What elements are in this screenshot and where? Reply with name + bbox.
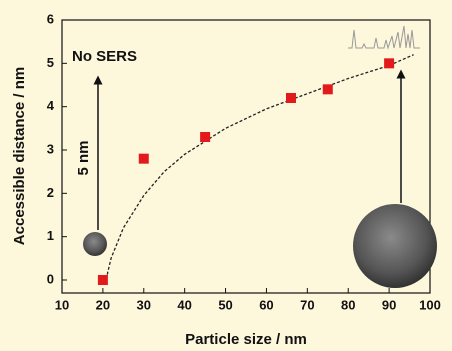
point	[98, 275, 108, 285]
x-tick-label: 100	[419, 297, 441, 312]
y-tick-label: 1	[47, 228, 54, 243]
chart: No SERS 5 nm Particle size / nm Accessib…	[0, 0, 452, 351]
annotation: No SERS	[72, 48, 137, 65]
x-tick-label: 80	[341, 297, 355, 312]
y-tick-label: 4	[47, 98, 55, 113]
x-tick-label: 70	[300, 297, 314, 312]
small-particle	[83, 232, 107, 256]
x-tick-label: 40	[177, 297, 191, 312]
point	[323, 84, 333, 94]
annotation: 5 nm	[75, 140, 92, 175]
point	[384, 58, 394, 68]
x-tick-label: 90	[382, 297, 396, 312]
spectrum-inset	[348, 26, 420, 48]
page: No SERS 5 nm Particle size / nm Accessib…	[0, 0, 452, 351]
x-axis-label: Particle size / nm	[185, 331, 307, 348]
large-particle	[353, 204, 437, 288]
y-tick-label: 5	[47, 55, 54, 70]
point	[139, 154, 149, 164]
x-tick-label: 30	[137, 297, 151, 312]
x-tick-label: 50	[218, 297, 232, 312]
point	[200, 132, 210, 142]
y-tick-label: 3	[47, 141, 54, 156]
x-tick-label: 10	[55, 297, 69, 312]
y-tick-label: 2	[47, 185, 54, 200]
point	[286, 93, 296, 103]
x-tick-label: 60	[259, 297, 273, 312]
y-tick-label: 0	[47, 271, 54, 286]
y-axis-label: Accessible distance / nm	[11, 67, 28, 245]
y-tick-label: 6	[47, 11, 54, 26]
x-tick-label: 20	[96, 297, 110, 312]
